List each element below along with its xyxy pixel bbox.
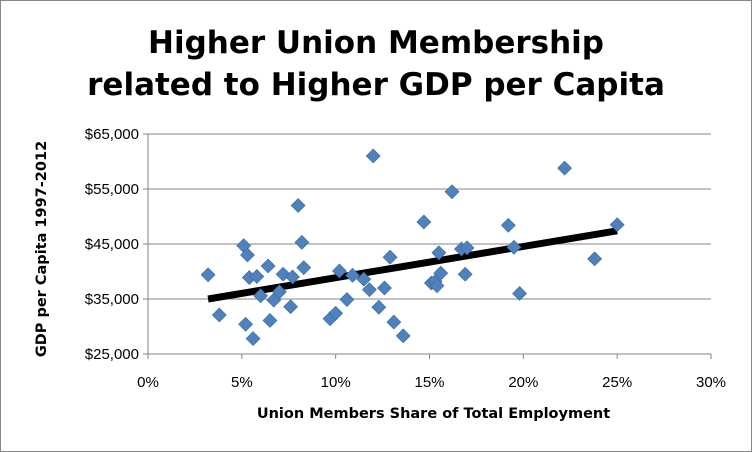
data-point-43 xyxy=(506,239,522,255)
data-point-41 xyxy=(459,240,475,256)
data-point-20 xyxy=(328,305,344,321)
data-point-30 xyxy=(386,314,402,330)
data-point-37 xyxy=(433,265,449,281)
data-point-12 xyxy=(271,284,287,300)
data-point-31 xyxy=(395,328,411,344)
data-point-15 xyxy=(285,269,300,285)
data-point-17 xyxy=(294,234,310,250)
y-tick-label-4: $65,000 xyxy=(85,126,139,143)
data-point-27 xyxy=(371,299,387,315)
data-point-25 xyxy=(362,282,377,298)
data-point-14 xyxy=(283,299,299,315)
chart-title: Higher Union Membership related to Highe… xyxy=(0,22,752,106)
x-tick-labels: 0% 5% 10% 15% 20% 25% 30% xyxy=(137,374,726,391)
data-point-8 xyxy=(253,288,269,304)
data-point-0 xyxy=(200,267,216,283)
data-point-24 xyxy=(356,271,372,287)
data-point-3 xyxy=(238,316,254,332)
data-point-7 xyxy=(249,269,265,284)
x-tick-label-1: 5% xyxy=(231,374,253,391)
data-point-36 xyxy=(431,245,447,261)
data-point-47 xyxy=(609,217,625,233)
y-tick-label-0: $25,000 xyxy=(85,346,139,363)
data-point-28 xyxy=(377,280,392,296)
data-point-42 xyxy=(500,217,516,233)
data-point-4 xyxy=(240,247,255,263)
data-point-6 xyxy=(245,331,261,347)
data-point-40 xyxy=(457,266,473,282)
x-tick-label-3: 15% xyxy=(414,374,444,391)
data-point-10 xyxy=(262,313,278,328)
data-point-18 xyxy=(296,260,312,276)
data-point-23 xyxy=(345,267,360,283)
chart-title-line-1: Higher Union Membership xyxy=(148,25,604,61)
y-tick-label-3: $55,000 xyxy=(85,181,139,198)
data-point-45 xyxy=(557,160,573,176)
data-point-1 xyxy=(211,307,227,323)
data-point-29 xyxy=(382,249,398,265)
data-point-26 xyxy=(365,148,381,164)
data-point-16 xyxy=(290,198,306,213)
data-point-46 xyxy=(587,251,603,267)
y-axis-label: GDP per Capita 1997-2012 xyxy=(34,141,50,357)
data-point-21 xyxy=(331,263,347,279)
gridlines xyxy=(148,133,711,300)
data-point-44 xyxy=(512,286,528,301)
chart-title-line-2: related to Higher GDP per Capita xyxy=(87,67,665,103)
data-point-22 xyxy=(339,292,355,307)
axes xyxy=(143,133,712,359)
y-tick-label-1: $35,000 xyxy=(85,291,139,308)
x-tick-label-6: 30% xyxy=(696,374,726,391)
x-tick-label-4: 20% xyxy=(508,374,538,391)
data-point-9 xyxy=(260,258,276,274)
data-points xyxy=(200,148,625,347)
x-axis-label: Union Members Share of Total Employment xyxy=(257,406,610,422)
data-point-38 xyxy=(444,184,460,200)
x-tick-label-5: 25% xyxy=(602,374,632,391)
y-tick-label-2: $45,000 xyxy=(85,236,139,253)
x-tick-label-0: 0% xyxy=(137,374,159,391)
data-point-35 xyxy=(429,278,445,294)
x-tick-label-2: 10% xyxy=(321,374,351,391)
y-tick-labels: $25,000 $35,000 $45,000 $55,000 $65,000 xyxy=(85,126,139,363)
data-point-32 xyxy=(416,214,432,230)
